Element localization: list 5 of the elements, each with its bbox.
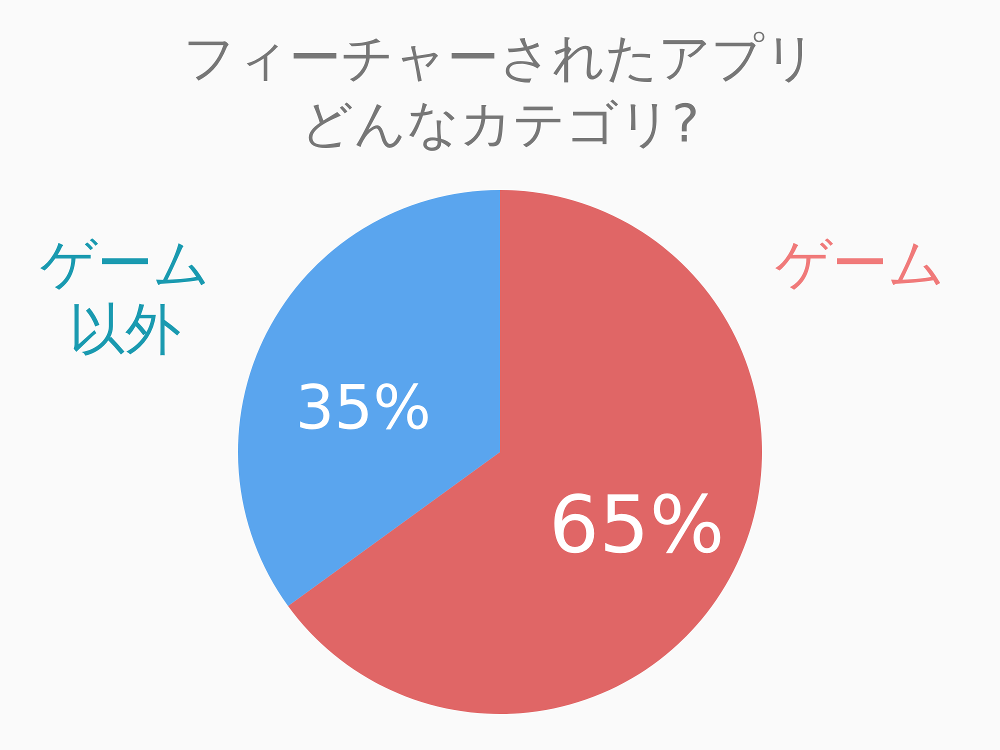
slice-label: ゲーム [775,232,945,297]
chart-title: フィーチャーされたアプリどんなカテゴリ? [183,28,817,155]
data-label: 65% [548,478,725,571]
slice-label: ゲーム以外 [40,232,210,363]
data-label: 35% [295,372,432,444]
